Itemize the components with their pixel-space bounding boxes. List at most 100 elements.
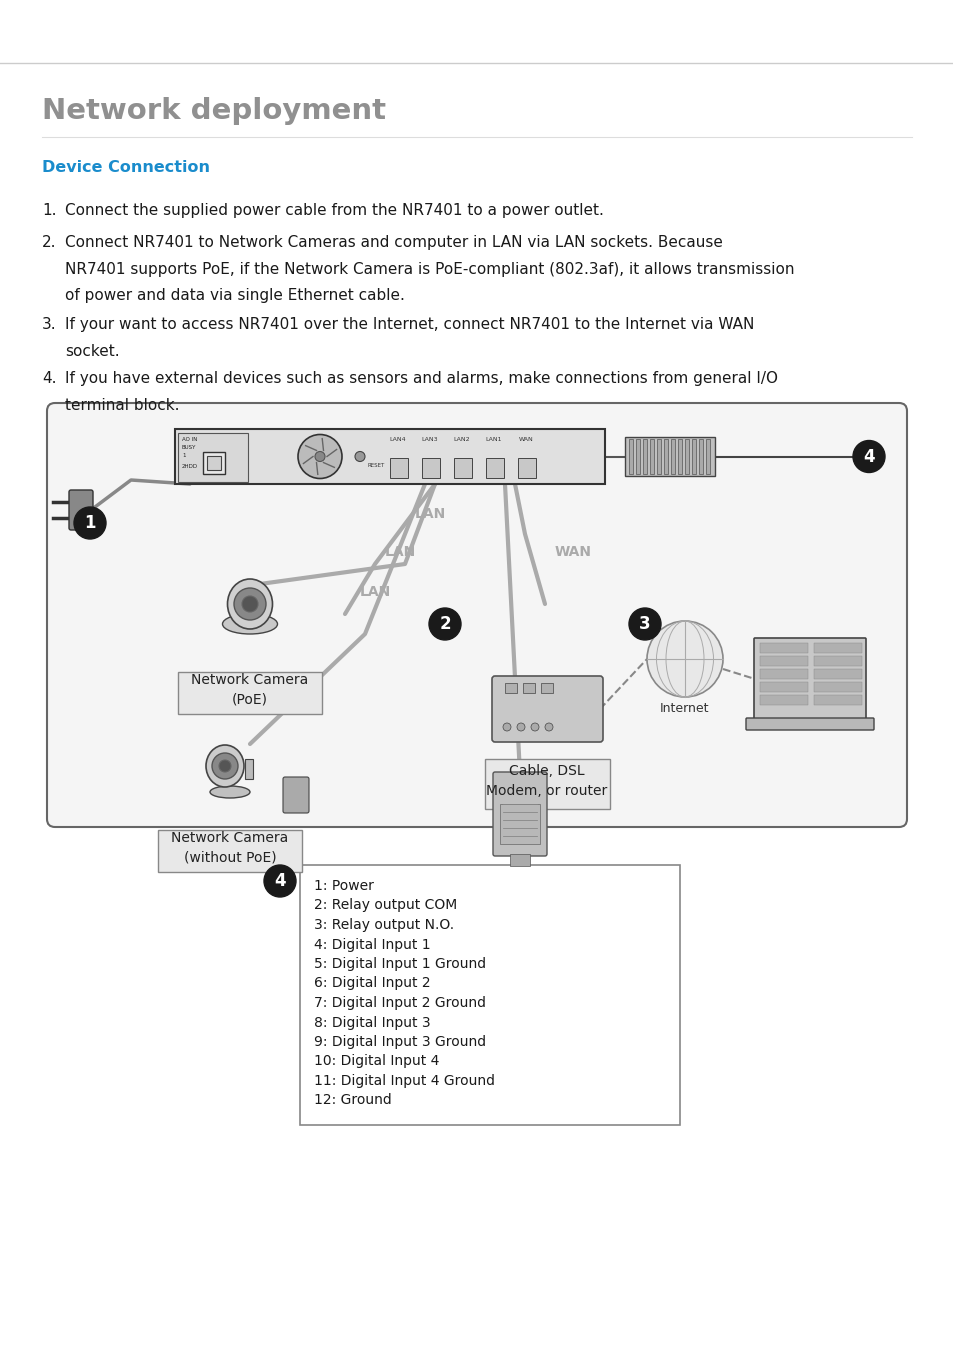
Text: LAN: LAN — [415, 508, 446, 521]
Text: WAN: WAN — [518, 437, 533, 441]
Circle shape — [628, 608, 660, 640]
Ellipse shape — [206, 745, 244, 787]
Circle shape — [502, 724, 511, 730]
Bar — [691, 439, 696, 474]
Text: 4: 4 — [862, 447, 874, 466]
Text: Device Connection: Device Connection — [42, 161, 210, 176]
Text: LAN2: LAN2 — [454, 437, 470, 441]
FancyBboxPatch shape — [745, 718, 873, 730]
Bar — [642, 439, 646, 474]
Bar — [390, 458, 408, 478]
FancyBboxPatch shape — [158, 830, 302, 872]
Text: LAN1: LAN1 — [485, 437, 501, 441]
Text: 8: Digital Input 3: 8: Digital Input 3 — [314, 1015, 430, 1030]
Text: BUSY: BUSY — [182, 446, 196, 450]
Text: socket.: socket. — [65, 344, 119, 359]
FancyBboxPatch shape — [47, 404, 906, 828]
Bar — [760, 656, 807, 666]
Bar — [504, 683, 517, 693]
Bar — [684, 439, 688, 474]
Text: 3: Relay output N.O.: 3: Relay output N.O. — [314, 918, 454, 932]
Bar — [624, 437, 714, 477]
Text: Cable, DSL
Modem, or router: Cable, DSL Modem, or router — [486, 764, 607, 798]
Bar — [657, 439, 660, 474]
Text: 11: Digital Input 4 Ground: 11: Digital Input 4 Ground — [314, 1075, 495, 1088]
Text: 6: Digital Input 2: 6: Digital Input 2 — [314, 976, 430, 991]
FancyBboxPatch shape — [484, 759, 609, 809]
Bar — [663, 439, 667, 474]
Text: AO IN: AO IN — [182, 437, 197, 441]
Ellipse shape — [210, 786, 250, 798]
Bar — [760, 670, 807, 679]
Text: 4: 4 — [274, 872, 286, 890]
Circle shape — [264, 865, 295, 896]
Circle shape — [74, 508, 106, 539]
FancyBboxPatch shape — [492, 676, 602, 743]
Bar — [203, 452, 225, 474]
Bar — [207, 456, 221, 470]
FancyBboxPatch shape — [174, 429, 604, 485]
Text: 9: Digital Input 3 Ground: 9: Digital Input 3 Ground — [314, 1035, 486, 1049]
Text: terminal block.: terminal block. — [65, 398, 179, 413]
FancyBboxPatch shape — [178, 672, 322, 714]
Bar — [517, 458, 536, 478]
Bar — [678, 439, 681, 474]
Circle shape — [531, 724, 538, 730]
Bar — [760, 682, 807, 693]
Text: WAN: WAN — [555, 545, 592, 559]
Bar — [245, 759, 253, 779]
Text: LAN3: LAN3 — [421, 437, 437, 441]
Text: Internet: Internet — [659, 702, 709, 716]
Circle shape — [297, 435, 341, 478]
Bar — [699, 439, 702, 474]
Bar — [421, 458, 439, 478]
Circle shape — [544, 724, 553, 730]
Text: 1: 1 — [84, 514, 95, 532]
Bar — [454, 458, 472, 478]
Text: If your want to access NR7401 over the Internet, connect NR7401 to the Internet : If your want to access NR7401 over the I… — [65, 317, 754, 332]
Circle shape — [212, 753, 237, 779]
Text: 1: 1 — [182, 454, 185, 458]
Text: 3: 3 — [639, 616, 650, 633]
Text: RESET: RESET — [368, 463, 385, 468]
Text: 8 - User's Manual: 8 - User's Manual — [27, 1318, 135, 1327]
Text: If you have external devices such as sensors and alarms, make connections from g: If you have external devices such as sen… — [65, 371, 778, 386]
Circle shape — [242, 595, 257, 612]
Bar — [485, 458, 503, 478]
Bar — [649, 439, 654, 474]
Bar — [522, 683, 535, 693]
Bar — [178, 433, 248, 482]
Text: LAN: LAN — [385, 545, 416, 559]
Bar — [628, 439, 633, 474]
Text: 2.: 2. — [42, 235, 56, 250]
FancyBboxPatch shape — [753, 639, 865, 720]
Ellipse shape — [222, 614, 277, 634]
Bar — [510, 855, 530, 865]
Circle shape — [517, 724, 524, 730]
Bar — [760, 643, 807, 653]
Text: Network Camera
(PoE): Network Camera (PoE) — [192, 674, 309, 707]
Text: of power and data via single Ethernet cable.: of power and data via single Ethernet ca… — [65, 288, 404, 304]
Text: VIVOTEK - A Leading Provider of Multimedia Communication Solutions: VIVOTEK - A Leading Provider of Multimed… — [27, 30, 467, 39]
FancyBboxPatch shape — [283, 778, 309, 813]
Bar — [540, 683, 553, 693]
Text: Network Camera
(without PoE): Network Camera (without PoE) — [172, 832, 289, 865]
Text: 2HDD: 2HDD — [182, 464, 198, 468]
Circle shape — [429, 608, 460, 640]
Bar — [813, 643, 862, 653]
Bar — [813, 695, 862, 705]
Text: 3.: 3. — [42, 317, 56, 332]
Bar — [499, 805, 539, 844]
Ellipse shape — [227, 579, 273, 629]
Text: 2: 2 — [438, 616, 451, 633]
Text: LAN4: LAN4 — [389, 437, 406, 441]
Text: 1.: 1. — [42, 202, 56, 217]
Text: 4.: 4. — [42, 371, 56, 386]
Text: 4: Digital Input 1: 4: Digital Input 1 — [314, 937, 430, 952]
Text: Network deployment: Network deployment — [42, 97, 386, 126]
Circle shape — [355, 451, 365, 462]
Text: 2: Relay output COM: 2: Relay output COM — [314, 899, 456, 913]
Circle shape — [314, 451, 325, 462]
Text: LAN: LAN — [359, 585, 391, 599]
Circle shape — [233, 589, 266, 620]
